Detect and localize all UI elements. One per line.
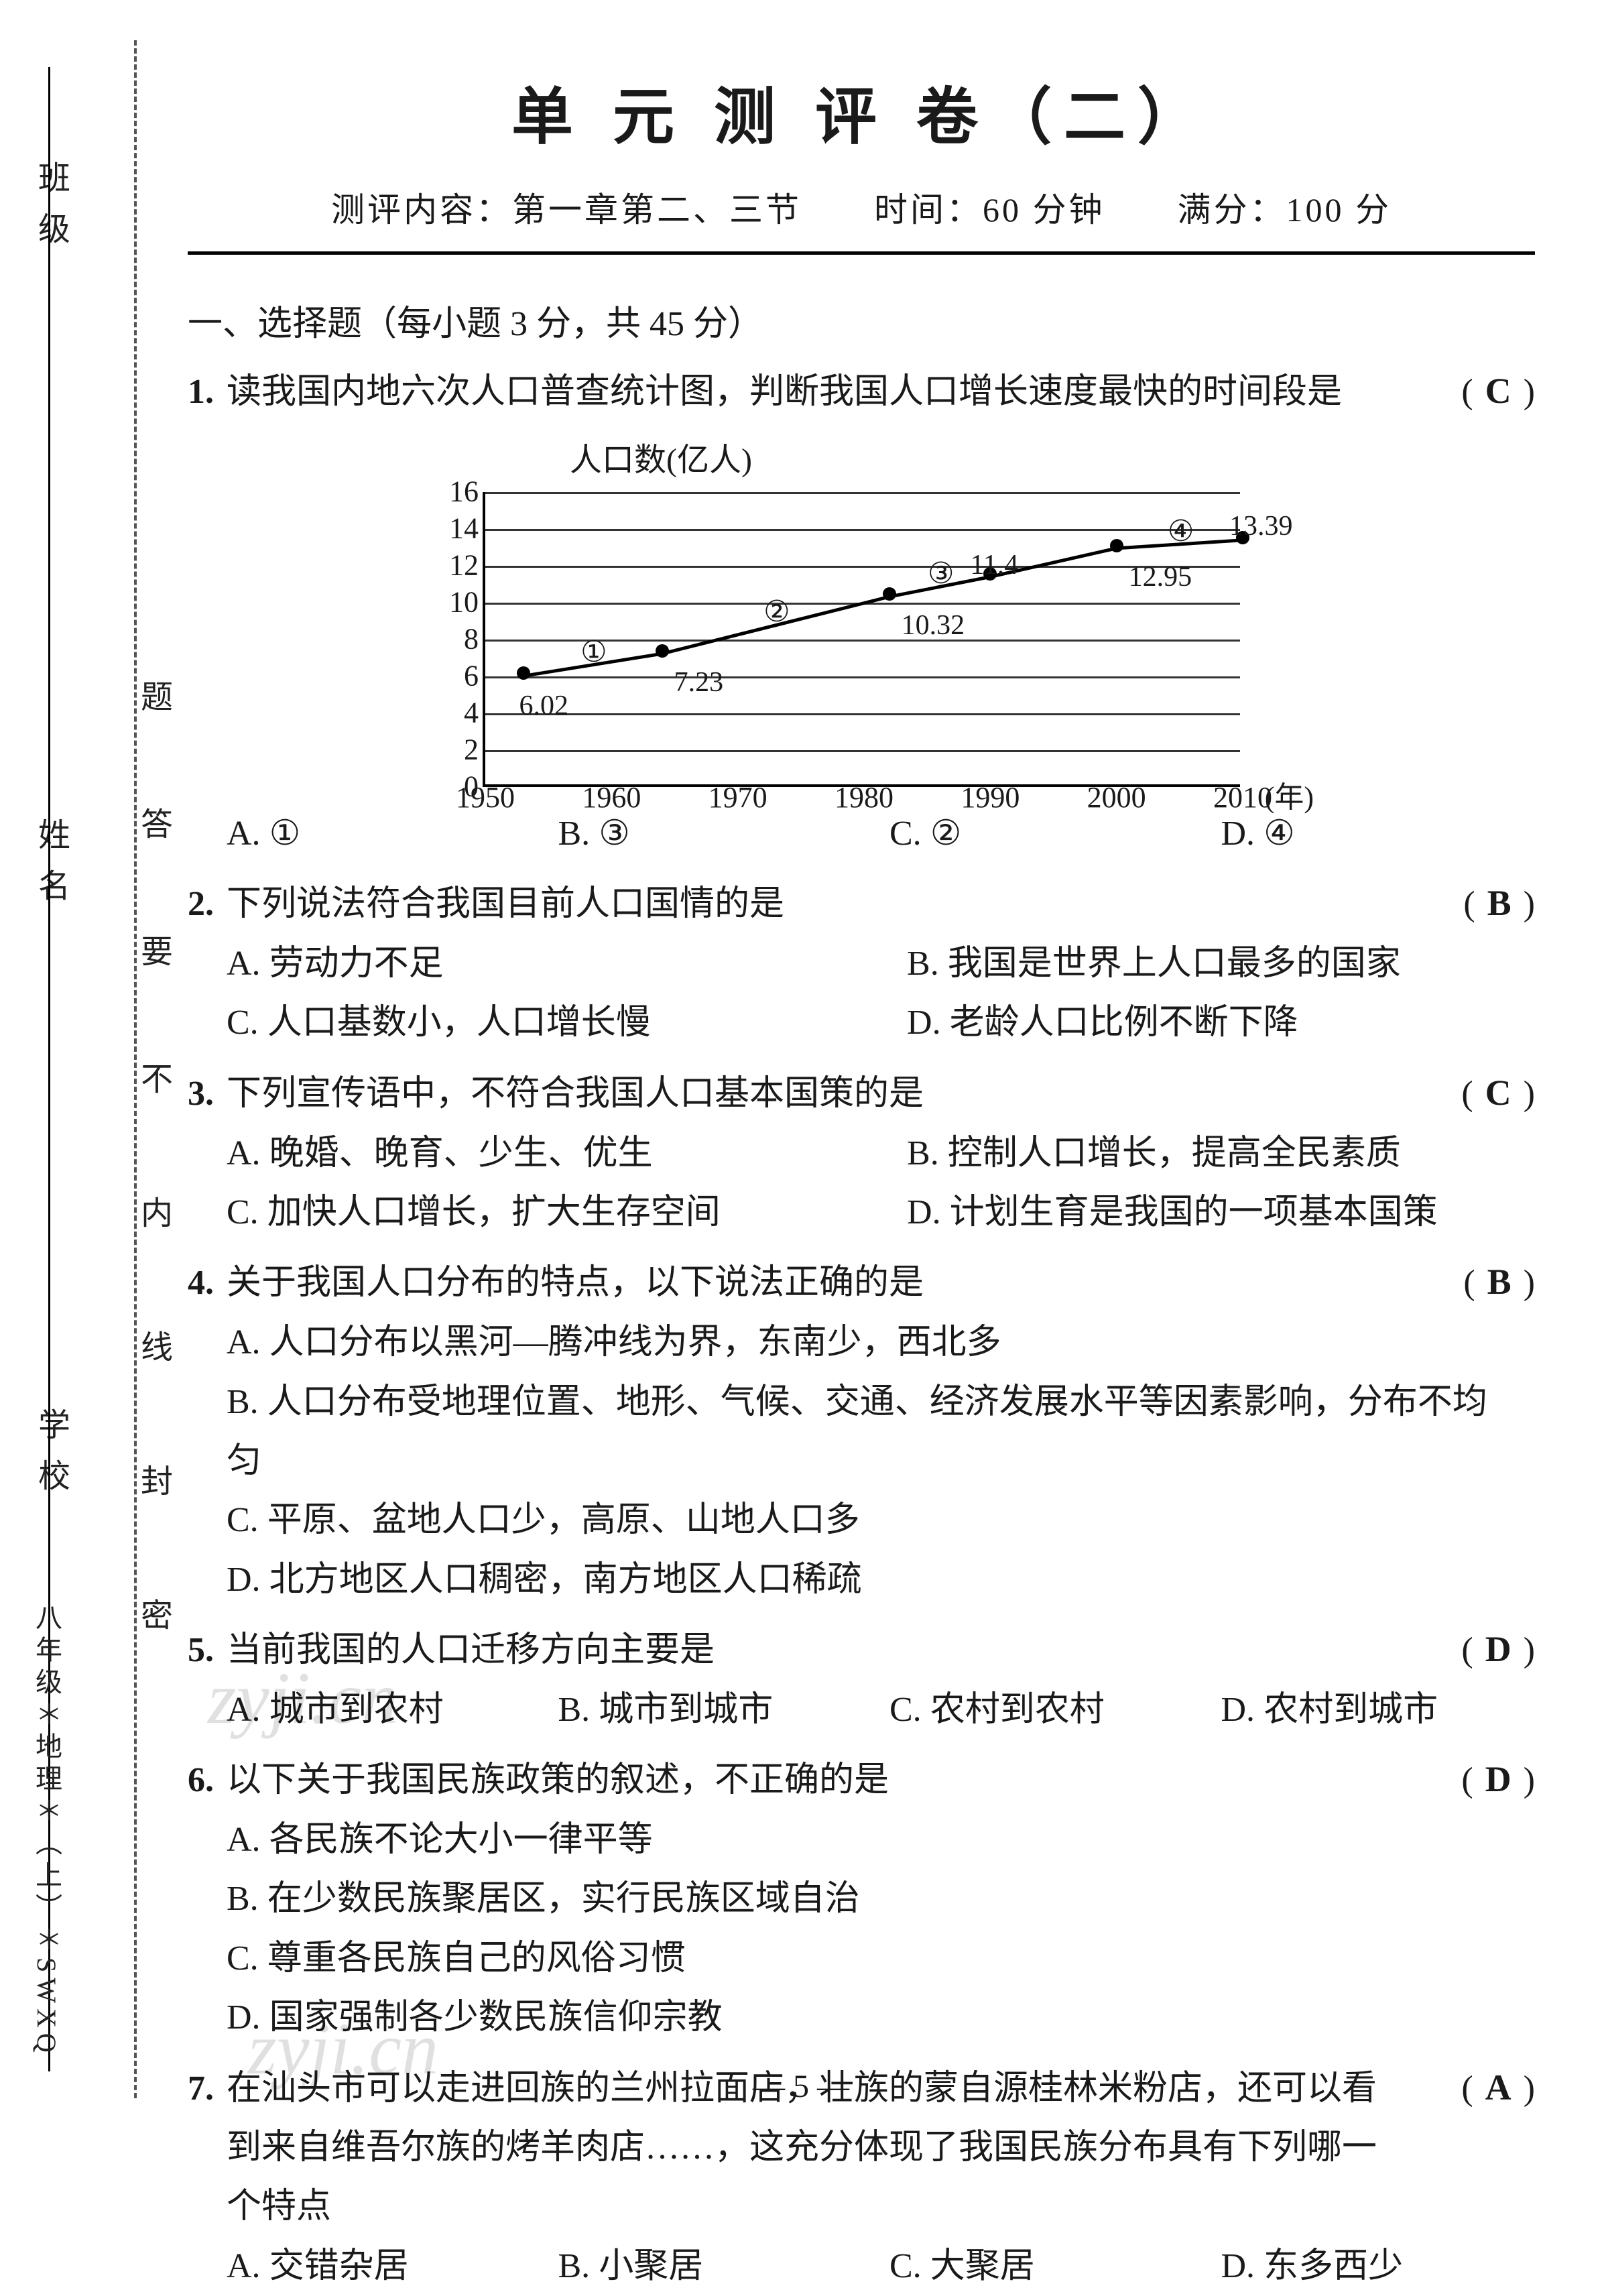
segment-label: ② [763, 587, 790, 638]
data-point [1110, 539, 1123, 552]
question-number: 7. [188, 2059, 227, 2118]
options: A. 交错杂居 B. 小聚居 C. 大聚居 D. 东多西少 [227, 2237, 1535, 2296]
option[interactable]: B. 小聚居 [558, 2237, 872, 2296]
chart-plot: 0246810121416195019601970198019902000201… [483, 492, 1240, 787]
point-label: 10.32 [902, 602, 965, 650]
seal-char: 题 [141, 670, 173, 717]
option[interactable]: A. 人口分布以黑河—腾冲线为界，东南少，西北多 [227, 1313, 1535, 1372]
question-text: 当前我国的人口迁移方向主要是 [227, 1621, 1401, 1680]
option[interactable]: A. 城市到农村 [227, 1681, 540, 1740]
question: 3.下列宣传语中，不符合我国人口基本国策的是(C) A. 晚婚、晚育、少生、优生 B… [188, 1063, 1535, 1243]
data-point [883, 587, 896, 601]
option[interactable]: B. 我国是世界上人口最多的国家 [907, 934, 1535, 993]
option[interactable]: A. 劳动力不足 [227, 934, 855, 993]
option[interactable]: D. 东多西少 [1221, 2237, 1535, 2296]
options: A. 人口分布以黑河—腾冲线为界，东南少，西北多B. 人口分布受地理位置、地形、… [227, 1313, 1535, 1610]
seal-char: 不 [141, 1052, 173, 1099]
question: 6.以下关于我国民族政策的叙述，不正确的是(D)A. 各民族不论大小一律平等B.… [188, 1749, 1535, 2047]
question-text: 下列宣传语中，不符合我国人口基本国策的是 [227, 1065, 1401, 1124]
x-unit: (年) [1265, 773, 1314, 823]
question: 1.读我国内地六次人口普查统计图，判断我国人口增长速度最快的时间段是(C) 人口数… [188, 361, 1535, 863]
answer-slot[interactable]: (A) [1401, 2057, 1535, 2119]
segment-label: ③ [928, 549, 954, 599]
question-text: 读我国内地六次人口普查统计图，判断我国人口增长速度最快的时间段是 [227, 363, 1401, 422]
seal-char: 线 [141, 1321, 173, 1368]
section-heading: 一、选择题（每小题 3 分，共 45 分） [188, 295, 1535, 354]
question: 4.关于我国人口分布的特点，以下说法正确的是(B)A. 人口分布以黑河—腾冲线为… [188, 1252, 1535, 1610]
question-text: 以下关于我国民族政策的叙述，不正确的是 [227, 1751, 1401, 1810]
header-rule [188, 251, 1535, 255]
answer-slot[interactable]: (B) [1401, 873, 1535, 934]
question: 5.当前我国的人口迁移方向主要是(D) A. 城市到农村 B. 城市到城市 C. 农村… [188, 1619, 1535, 1740]
segment-label: ④ [1168, 507, 1194, 557]
page-number: — 5 — [753, 2068, 849, 2105]
field-school[interactable]: 学校 [27, 1408, 74, 1510]
options: A. 城市到农村 B. 城市到城市 C. 农村到农村 D. 农村到城市 [227, 1681, 1535, 1740]
question-number: 5. [188, 1621, 227, 1680]
question: 2.下列说法符合我国目前人口国情的是(B) A. 劳动力不足 B. 我国是世界上人口… [188, 873, 1535, 1053]
page-title: 单 元 测 评 卷（二） [188, 67, 1535, 156]
answer-slot[interactable]: (D) [1401, 1619, 1535, 1681]
option[interactable]: C. 平原、盆地人口少，高原、山地人口多 [227, 1491, 1535, 1550]
option[interactable]: D. 老龄人口比例不断下降 [907, 993, 1535, 1052]
option[interactable]: C. ② [889, 804, 1203, 863]
option[interactable]: B. 人口分布受地理位置、地形、气候、交通、经济发展水平等因素影响，分布不均匀 [227, 1373, 1535, 1492]
option[interactable]: D. 农村到城市 [1221, 1681, 1535, 1740]
answer-slot[interactable]: (B) [1401, 1252, 1535, 1313]
question-number: 2. [188, 875, 227, 934]
question-number: 4. [188, 1254, 227, 1313]
answer-slot[interactable]: (D) [1401, 1749, 1535, 1811]
point-label: 13.39 [1229, 503, 1293, 550]
answer-slot[interactable]: (C) [1401, 361, 1535, 422]
option[interactable]: A. 各民族不论大小一律平等 [227, 1811, 1535, 1870]
seal-char: 封 [141, 1455, 173, 1502]
binding-dashed-line [134, 40, 137, 2098]
seal-char: 答 [141, 798, 173, 845]
y-tick: 16 [432, 467, 479, 517]
chart-y-title: 人口数(亿人) [570, 433, 1240, 488]
page-subtitle: 测评内容：第一章第二、三节 时间：60 分钟 满分：100 分 [188, 183, 1535, 231]
answer-slot[interactable]: (C) [1401, 1063, 1535, 1124]
point-label: 6.02 [519, 682, 569, 730]
options: A. 晚婚、晚育、少生、优生 B. 控制人口增长，提高全民素质 C. 加快人口增长，… [227, 1124, 1535, 1243]
option[interactable]: A. 晚婚、晚育、少生、优生 [227, 1124, 855, 1183]
option[interactable]: C. 加快人口增长，扩大生存空间 [227, 1183, 855, 1242]
question: 7.在汕头市可以走进回族的兰州拉面店，壮族的蒙自源桂林米粉店，还可以看到来自维吾… [188, 2057, 1535, 2296]
question-number: 1. [188, 363, 227, 422]
point-label: 7.23 [674, 659, 724, 707]
data-point [517, 666, 530, 680]
population-chart: 人口数(亿人)024681012141619501960197019801990… [483, 433, 1240, 787]
question-text: 下列说法符合我国目前人口国情的是 [227, 875, 1401, 934]
seal-char: 内 [141, 1187, 173, 1233]
spine-text: 八年级＊地理＊（上）＊SWXQ [27, 1604, 66, 2058]
option[interactable]: A. 交错杂居 [227, 2237, 540, 2296]
field-class[interactable]: 班级 [27, 161, 74, 263]
segment-label: ① [580, 627, 607, 678]
option[interactable]: C. 人口基数小，人口增长慢 [227, 993, 855, 1052]
option[interactable]: B. 控制人口增长，提高全民素质 [907, 1124, 1535, 1183]
option[interactable]: C. 大聚居 [889, 2237, 1203, 2296]
point-label: 12.95 [1129, 554, 1192, 601]
option[interactable]: D. 国家强制各少数民族信仰宗教 [227, 1988, 1535, 2047]
option[interactable]: C. 尊重各民族自己的风俗习惯 [227, 1929, 1535, 1988]
seal-char: 要 [141, 925, 173, 972]
option[interactable]: B. 城市到城市 [558, 1681, 872, 1740]
question-text: 关于我国人口分布的特点，以下说法正确的是 [227, 1254, 1401, 1313]
data-point [656, 644, 669, 658]
options: A. 劳动力不足 B. 我国是世界上人口最多的国家 C. 人口基数小，人口增长慢 D.… [227, 934, 1535, 1053]
option[interactable]: B. 在少数民族聚居区，实行民族区域自治 [227, 1870, 1535, 1929]
question-number: 6. [188, 1751, 227, 1810]
field-name[interactable]: 姓名 [27, 818, 74, 920]
option[interactable]: D. 北方地区人口稠密，南方地区人口稀疏 [227, 1551, 1535, 1610]
option[interactable]: C. 农村到农村 [889, 1681, 1203, 1740]
seal-char: 密 [141, 1589, 173, 1636]
question-number: 3. [188, 1065, 227, 1124]
point-label: 11.4 [970, 542, 1018, 589]
options: A. 各民族不论大小一律平等B. 在少数民族聚居区，实行民族区域自治C. 尊重各… [227, 1811, 1535, 2048]
option[interactable]: D. 计划生育是我国的一项基本国策 [907, 1183, 1535, 1242]
